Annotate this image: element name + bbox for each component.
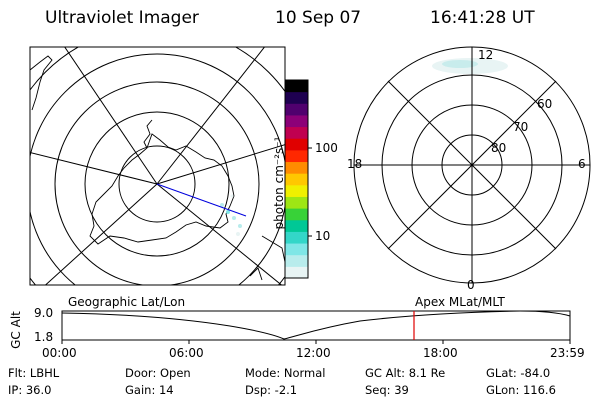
mlt-label-6: 6 bbox=[578, 157, 586, 171]
colorbar-segment bbox=[285, 126, 308, 139]
meridian-1 bbox=[64, 47, 158, 185]
x-label-2359: 23:59 bbox=[550, 346, 585, 360]
colorbar-segment bbox=[285, 219, 308, 232]
antarctica-coastline bbox=[89, 133, 235, 245]
colorbar-segment bbox=[285, 149, 308, 163]
nz-coast bbox=[249, 267, 263, 281]
y-tick-1-8: 1.8 bbox=[34, 330, 54, 344]
sun-direction-line bbox=[156, 183, 247, 217]
geo-map-frame bbox=[29, 46, 286, 286]
orbit-timeline: GC Alt bbox=[9, 310, 571, 349]
colorbar-segment bbox=[285, 173, 308, 186]
instrument-title: Ultraviolet Imager bbox=[45, 8, 199, 28]
mlt-label-12: 12 bbox=[478, 48, 494, 62]
aurora-oval-fragment bbox=[442, 60, 478, 68]
australia-edge bbox=[261, 235, 285, 263]
x-label-0600: 06:00 bbox=[169, 346, 204, 360]
aurora-dot bbox=[226, 210, 230, 214]
aurora-dot bbox=[230, 194, 234, 198]
ip-info: IP: 36.0 bbox=[8, 383, 52, 397]
colorbar-label-100: 100 bbox=[315, 141, 338, 155]
meridian-2 bbox=[156, 47, 266, 185]
magnetic-polar-map bbox=[353, 46, 591, 284]
mlat-label-80: 80 bbox=[491, 141, 507, 155]
mlat-label-60: 60 bbox=[537, 97, 553, 111]
aurora-dot bbox=[238, 224, 242, 228]
apex-caption: Apex MLat/MLT bbox=[415, 295, 505, 309]
mlt-label-18: 18 bbox=[347, 157, 363, 171]
colorbar-segment bbox=[285, 196, 308, 209]
dsp-info: Dsp: -2.1 bbox=[245, 383, 298, 397]
meridian-4 bbox=[156, 144, 285, 185]
date-label: 10 Sep 07 bbox=[275, 8, 362, 28]
colorbar bbox=[285, 80, 308, 279]
gain-info: Gain: 14 bbox=[125, 383, 174, 397]
colorbar-segment bbox=[285, 243, 308, 256]
aurora-dot bbox=[236, 232, 240, 236]
lat-circle-1 bbox=[118, 145, 196, 223]
filter-info: Flt: LBHL bbox=[8, 366, 60, 380]
colorbar-segment bbox=[285, 184, 308, 197]
x-label-1800: 18:00 bbox=[423, 346, 458, 360]
meridian-3 bbox=[30, 151, 158, 185]
glon-info: GLon: 116.6 bbox=[486, 383, 556, 397]
lat-circle-4 bbox=[30, 53, 285, 285]
glat-info: GLat: -84.0 bbox=[486, 366, 551, 380]
meridian-6 bbox=[156, 183, 283, 285]
colorbar-segment bbox=[285, 80, 308, 93]
aurora-dot bbox=[232, 216, 236, 220]
gc-alt-info: GC Alt: 8.1 Re bbox=[365, 366, 446, 380]
colorbar-frame bbox=[284, 79, 309, 279]
mode-info: Mode: Normal bbox=[245, 366, 326, 380]
timeline-ylabel: GC Alt bbox=[9, 311, 23, 349]
colorbar-label-10: 10 bbox=[315, 229, 331, 243]
colorbar-segment bbox=[285, 208, 308, 221]
geo-caption: Geographic Lat/Lon bbox=[68, 295, 186, 309]
altitude-curve bbox=[61, 310, 571, 340]
aurora-dot bbox=[220, 203, 224, 207]
colorbar-segment bbox=[285, 138, 308, 151]
lat-circle-3 bbox=[54, 81, 260, 285]
mlt-label-0: 0 bbox=[467, 278, 475, 292]
timeline-frame bbox=[61, 310, 571, 341]
time-label: 16:41:28 UT bbox=[430, 8, 535, 28]
south-america-tip bbox=[30, 55, 53, 111]
mlt-diag-2 bbox=[387, 80, 557, 250]
door-info: Door: Open bbox=[125, 366, 191, 380]
meridian-5 bbox=[44, 183, 158, 285]
x-label-1200: 12:00 bbox=[296, 346, 331, 360]
colorbar-segment bbox=[285, 254, 308, 267]
y-tick-9: 9.0 bbox=[34, 306, 54, 320]
seq-info: Seq: 39 bbox=[365, 383, 409, 397]
colorbar-segment bbox=[285, 231, 308, 244]
colorbar-segment bbox=[285, 114, 308, 128]
colorbar-unit-label: photon cm⁻²s⁻¹ bbox=[272, 136, 286, 230]
mlat-label-70: 70 bbox=[513, 120, 529, 134]
colorbar-segment bbox=[285, 103, 308, 116]
colorbar-segment bbox=[285, 161, 308, 174]
colorbar-segment bbox=[285, 266, 308, 279]
lat-circle-2 bbox=[84, 111, 230, 257]
colorbar-segment bbox=[285, 91, 308, 104]
antarctic-peninsula bbox=[143, 119, 153, 149]
x-label-0000: 00:00 bbox=[42, 346, 77, 360]
